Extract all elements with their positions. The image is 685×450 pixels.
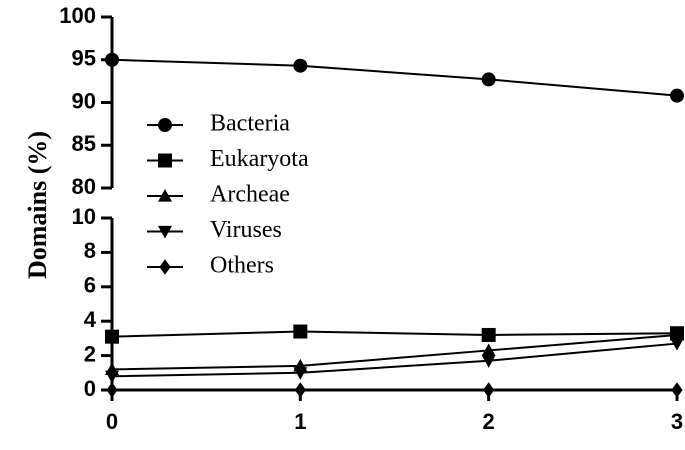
data-point (105, 370, 119, 384)
data-point (481, 72, 496, 87)
y-tick-label: 80 (72, 174, 96, 199)
data-point (294, 382, 306, 398)
series-line (111, 342, 678, 378)
x-tick-label: 0 (106, 409, 118, 434)
series-line (111, 333, 678, 371)
y-tick-label: 4 (84, 307, 97, 332)
y-tick-label: 10 (72, 204, 96, 229)
y-tick-label: 85 (72, 131, 96, 156)
legend-label: Eukaryota (210, 146, 309, 172)
x-tick-label: 2 (483, 409, 495, 434)
legend-label: Archeae (210, 182, 290, 208)
data-point (481, 327, 496, 342)
data-point (105, 52, 119, 67)
series-line (111, 330, 678, 338)
legend-label: Bacteria (210, 111, 290, 137)
legend-marker (159, 259, 171, 275)
y-axis-label: Domains (%) (23, 131, 52, 279)
data-point (105, 329, 119, 344)
data-point (293, 58, 308, 73)
data-point (481, 355, 496, 368)
x-tick-label: 3 (671, 409, 683, 434)
legend-marker (158, 225, 172, 239)
y-tick-label: 0 (84, 376, 96, 401)
y-tick-label: 100 (59, 3, 96, 28)
series-line (111, 58, 678, 97)
y-tick-label: 95 (72, 46, 96, 71)
y-tick-label: 6 (84, 273, 96, 298)
y-tick-label: 90 (72, 88, 96, 113)
data-point (106, 382, 118, 398)
data-point (670, 327, 684, 341)
data-point (670, 337, 684, 351)
y-tick-label: 2 (84, 341, 96, 366)
data-point (481, 343, 496, 357)
x-tick-label: 1 (294, 409, 306, 434)
legend-marker (158, 118, 172, 132)
data-point (671, 382, 683, 398)
data-point (670, 88, 684, 103)
legend-marker (158, 189, 172, 202)
data-point (483, 382, 495, 398)
data-point (293, 367, 308, 380)
legend-marker (158, 153, 172, 168)
legend-label: Others (210, 253, 274, 279)
legend-label: Viruses (210, 217, 282, 243)
y-tick-label: 8 (84, 238, 96, 263)
data-point (293, 324, 308, 339)
